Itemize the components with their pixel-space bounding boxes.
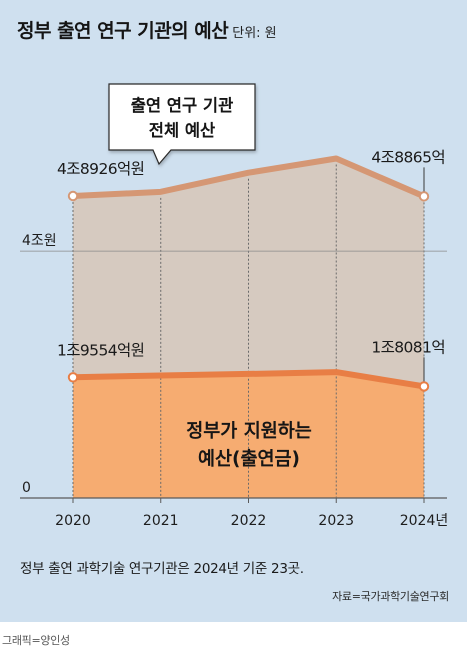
x-tick-label: 2020 (55, 513, 91, 529)
y-tick-label: 0 (22, 480, 31, 496)
total-line (70, 155, 427, 200)
data-label: 4조8865억 (371, 148, 445, 166)
funding-line (70, 369, 427, 390)
funding-area-label-1: 정부가 지원하는 (186, 421, 312, 442)
data-point-layer (67, 190, 430, 392)
callout-box (108, 83, 256, 166)
data-label: 4조8926억원 (57, 160, 144, 178)
title-text: 정부 출연 연구 기관의 예산 (17, 20, 229, 42)
data-label: 1조9554억원 (57, 341, 144, 359)
x-tick-label: 2024년 (400, 513, 449, 529)
chart-title: 정부 출연 연구 기관의 예산 단위: 원 (17, 16, 277, 43)
total-point (67, 190, 79, 202)
funding-point (418, 381, 430, 392)
data-label: 1조8081억 (371, 338, 445, 356)
unit-label: 단위: 원 (232, 26, 277, 41)
footnote: 정부 출연 과학기술 연구기관은 2024년 기준 23곳. (20, 561, 304, 577)
funding-area-label-2: 예산(출연금) (198, 449, 300, 470)
data-label-layer: 4조8926억원 4조8865억 1조9554억원 1조8081억 (57, 148, 446, 382)
y-tick-label: 4조원 (22, 233, 57, 249)
graphic-credit: 그래픽=양인성 (2, 634, 70, 647)
total-point (418, 191, 430, 202)
axis-layer: 2020 2021 2022 2023 2024년 0 4조원 (20, 164, 449, 529)
x-tick-label: 2023 (318, 513, 354, 529)
callout-line-2: 전체 예산 (149, 121, 215, 140)
funding-point (67, 372, 79, 383)
x-tick-label: 2021 (143, 513, 179, 529)
area-chart: 2020 2021 2022 2023 2024년 0 4조원 4조8926억원 4조8865… (20, 83, 449, 529)
x-tick-label: 2022 (231, 513, 267, 529)
callout-line-1: 출연 연구 기관 (131, 96, 234, 115)
source-text: 자료=국가과학기술연구회 (332, 590, 449, 603)
series-line-layer (70, 155, 427, 390)
